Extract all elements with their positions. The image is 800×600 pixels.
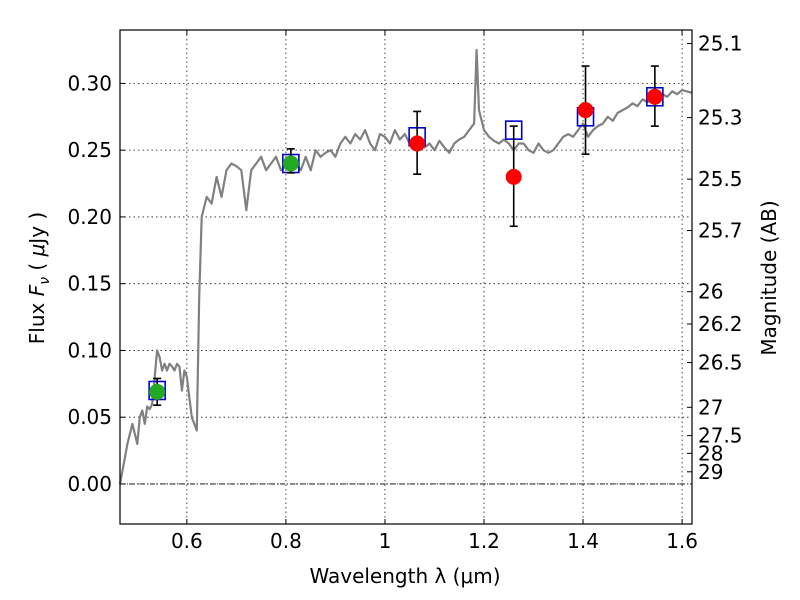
y-tick-label: 0.00 — [67, 472, 112, 496]
y2-axis-label: Magnitude (AB) — [757, 200, 781, 355]
y2-tick-label: 28 — [698, 441, 723, 465]
x-tick-label: 1 — [379, 529, 392, 553]
x-tick-label: 1.2 — [468, 529, 500, 553]
y-tick-label: 0.30 — [67, 71, 112, 95]
x-tick-label: 1.4 — [567, 529, 599, 553]
y-tick-label: 0.15 — [67, 272, 112, 296]
observed-point — [505, 168, 522, 185]
y2-tick-label: 27 — [698, 395, 723, 419]
y-tick-label: 0.10 — [67, 338, 112, 362]
x-axis-ticks: 0.6 0.8 1 1.2 1.4 1.6 — [171, 30, 698, 553]
plot-area — [118, 48, 693, 485]
y2-tick-label: 29 — [698, 460, 723, 484]
y2-tick-label: 27.5 — [698, 424, 743, 448]
y2-tick-label: 25.3 — [698, 106, 743, 130]
x-tick-label: 0.6 — [171, 529, 203, 553]
observed-point — [282, 155, 299, 172]
y2-tick-label: 25.1 — [698, 31, 743, 55]
y-tick-label: 0.05 — [67, 405, 112, 429]
x-tick-label: 1.6 — [666, 529, 698, 553]
y2-tick-label: 26.5 — [698, 351, 743, 375]
observed-point — [577, 102, 594, 119]
y2-tick-label: 25.5 — [698, 167, 743, 191]
y2-tick-label: 26 — [698, 280, 723, 304]
y-axis-label: Flux Fν ( μJy ) — [25, 212, 53, 344]
observed-point — [409, 135, 426, 152]
y-axis-ticks: 0.00 0.05 0.10 0.15 0.20 0.25 0.30 — [67, 71, 125, 496]
observed-point — [149, 383, 166, 400]
y2-tick-label: 25.7 — [698, 219, 743, 243]
observed-point — [646, 88, 663, 105]
x-axis-label: Wavelength λ (μm) — [309, 564, 500, 588]
y-tick-label: 0.25 — [67, 138, 112, 162]
axes-frame — [119, 29, 693, 525]
y-tick-label: 0.20 — [67, 205, 112, 229]
spectrum-line — [118, 48, 693, 485]
x-tick-label: 0.8 — [270, 529, 302, 553]
y2-tick-label: 26.2 — [698, 312, 743, 336]
